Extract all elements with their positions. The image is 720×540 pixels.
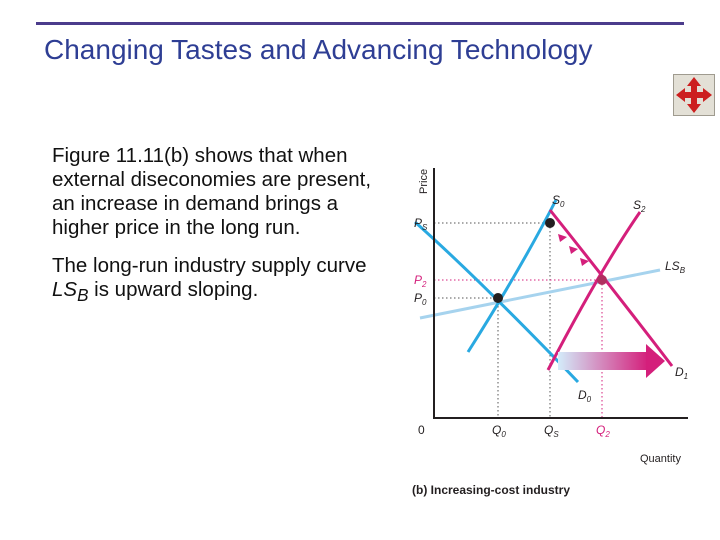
figure-caption: (b) Increasing-cost industry <box>412 483 570 497</box>
supply-curve-s2 <box>546 211 642 371</box>
adjustment-path-arrows <box>558 234 589 266</box>
curve-label-d1: D1 <box>675 365 688 381</box>
demand-shift-arrowhead <box>646 344 665 378</box>
curve-label-s0: S0 <box>552 193 565 209</box>
guide-lines <box>434 222 551 418</box>
demand-shift-arrow <box>558 344 665 378</box>
move-arrows-icon <box>676 77 712 113</box>
demand-curve-d1 <box>548 209 674 367</box>
price-label-p2: P2 <box>414 273 427 289</box>
curve-label-s2: S2 <box>633 198 646 214</box>
quantity-label-qs: QS <box>544 423 559 439</box>
x-axis-label: Quantity <box>640 453 681 465</box>
move-arrows-button[interactable] <box>673 74 715 116</box>
quantity-label-q0: Q0 <box>492 423 506 439</box>
paragraph-2: The long-run industry supply curve LSB i… <box>52 254 382 308</box>
quantity-label-q2: Q2 <box>596 423 610 439</box>
y-axis-label: Price <box>418 169 430 194</box>
equilibrium-point-short-run <box>545 218 555 228</box>
slide-title: Changing Tastes and Advancing Technology <box>44 34 593 65</box>
body-text: Figure 11.11(b) shows that when external… <box>52 144 382 322</box>
paragraph-2-term: LSB <box>52 278 88 305</box>
title-rule <box>36 22 684 25</box>
curve-label-d0: D0 <box>578 388 592 404</box>
paragraph-1: Figure 11.11(b) shows that when external… <box>52 144 372 239</box>
origin-label: 0 <box>418 423 425 437</box>
paragraph-2-term-sub: B <box>77 286 89 306</box>
supply-demand-figure: Price Quantity 0 PS P2 P0 Q0 QS Q2 S0 S2… <box>412 168 688 497</box>
long-run-supply-curve <box>419 268 661 320</box>
paragraph-2-term-main: LS <box>52 278 78 301</box>
guide-lines-new <box>434 279 603 418</box>
equilibrium-point-new <box>597 275 607 285</box>
paragraph-2-prefix: The long-run industry supply curve <box>52 254 367 277</box>
curve-label-lsb: LSB <box>665 259 686 275</box>
paragraph-2-suffix: is upward sloping. <box>88 278 259 301</box>
supply-curve-s0 <box>466 199 558 353</box>
price-label-ps: PS <box>414 216 428 232</box>
price-label-p0: P0 <box>414 291 427 307</box>
equilibrium-point-initial <box>493 293 503 303</box>
